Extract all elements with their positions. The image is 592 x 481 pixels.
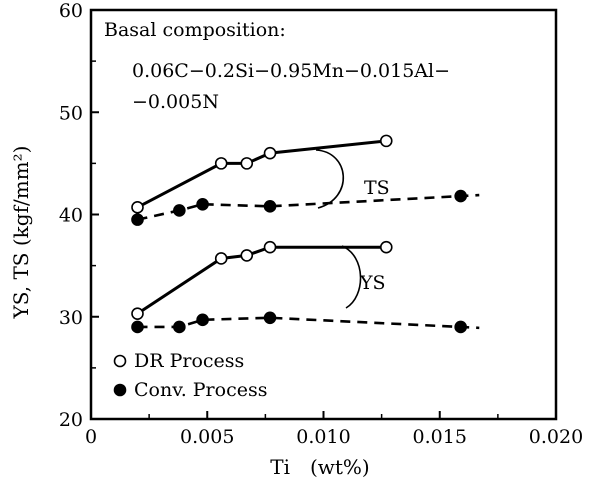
data-point-ts-conv: [131, 213, 144, 226]
y-tick-label: 50: [59, 102, 83, 124]
x-tick-label: 0.020: [529, 426, 583, 448]
brace-layer: [315, 149, 362, 309]
data-point-ys-dr: [131, 307, 144, 320]
data-point-ts-dr: [214, 157, 228, 170]
y-tick-label: 40: [59, 205, 83, 227]
data-point-ys-conv: [454, 320, 467, 334]
data-point-ts-conv: [196, 197, 209, 211]
y-axis-label: YS, TS (kgf/mm²): [9, 146, 33, 320]
data-point-ts-conv: [263, 200, 277, 213]
data-point-ys-conv: [131, 320, 144, 334]
x-tick-label: 0: [85, 426, 97, 448]
data-point-ts-dr: [131, 201, 144, 214]
data-point-ys-dr: [240, 249, 254, 262]
data-point-ts-dr: [263, 146, 277, 160]
legend-filled-circle-marker: [113, 383, 127, 397]
data-point-ts-conv: [454, 189, 467, 203]
data-point-ys-conv: [173, 320, 186, 334]
series-layer: [131, 134, 480, 334]
data-point-ts-conv: [173, 204, 186, 217]
ys-label: YS: [359, 272, 386, 294]
legend-label-conv: Conv. Process: [134, 379, 267, 401]
x-axis-label: Ti (wt%): [270, 455, 370, 479]
data-point-ts-dr: [379, 134, 393, 148]
ticks-layer: 0 0.005 0.010 0.015 0.020 20 30 40 50 60: [59, 0, 583, 448]
series-line-ts-dr: [136, 139, 389, 209]
y-tick-label: 20: [59, 409, 83, 431]
series-line-ts-conv: [137, 193, 480, 221]
x-tick-label: 0.010: [296, 426, 350, 448]
data-point-ts-dr: [240, 157, 254, 170]
data-point-ys-conv: [196, 313, 209, 327]
legend-label-dr: DR Process: [134, 350, 244, 372]
data-point-ys-dr: [379, 240, 393, 254]
x-tick-label: 0.005: [180, 426, 234, 448]
data-point-ys-dr: [214, 252, 228, 265]
composition-title: Basal composition:: [104, 19, 286, 41]
series-line-ys-conv: [137, 316, 480, 330]
ts-label: TS: [364, 177, 390, 199]
data-point-ys-dr: [263, 240, 277, 254]
x-tick-label: 0.015: [413, 426, 467, 448]
composition-line1: 0.06C−0.2Si−0.95Mn−0.015Al−: [132, 60, 450, 82]
ys-brace: [341, 245, 362, 309]
composition-line2: −0.005N: [132, 91, 219, 113]
y-tick-label: 60: [59, 0, 83, 22]
y-tick-label: 30: [59, 307, 83, 329]
ts-brace: [315, 149, 345, 209]
legend-open-circle-marker: [113, 354, 127, 368]
data-point-ys-conv: [263, 311, 277, 325]
legend: DR Process Conv. Process: [113, 350, 267, 401]
